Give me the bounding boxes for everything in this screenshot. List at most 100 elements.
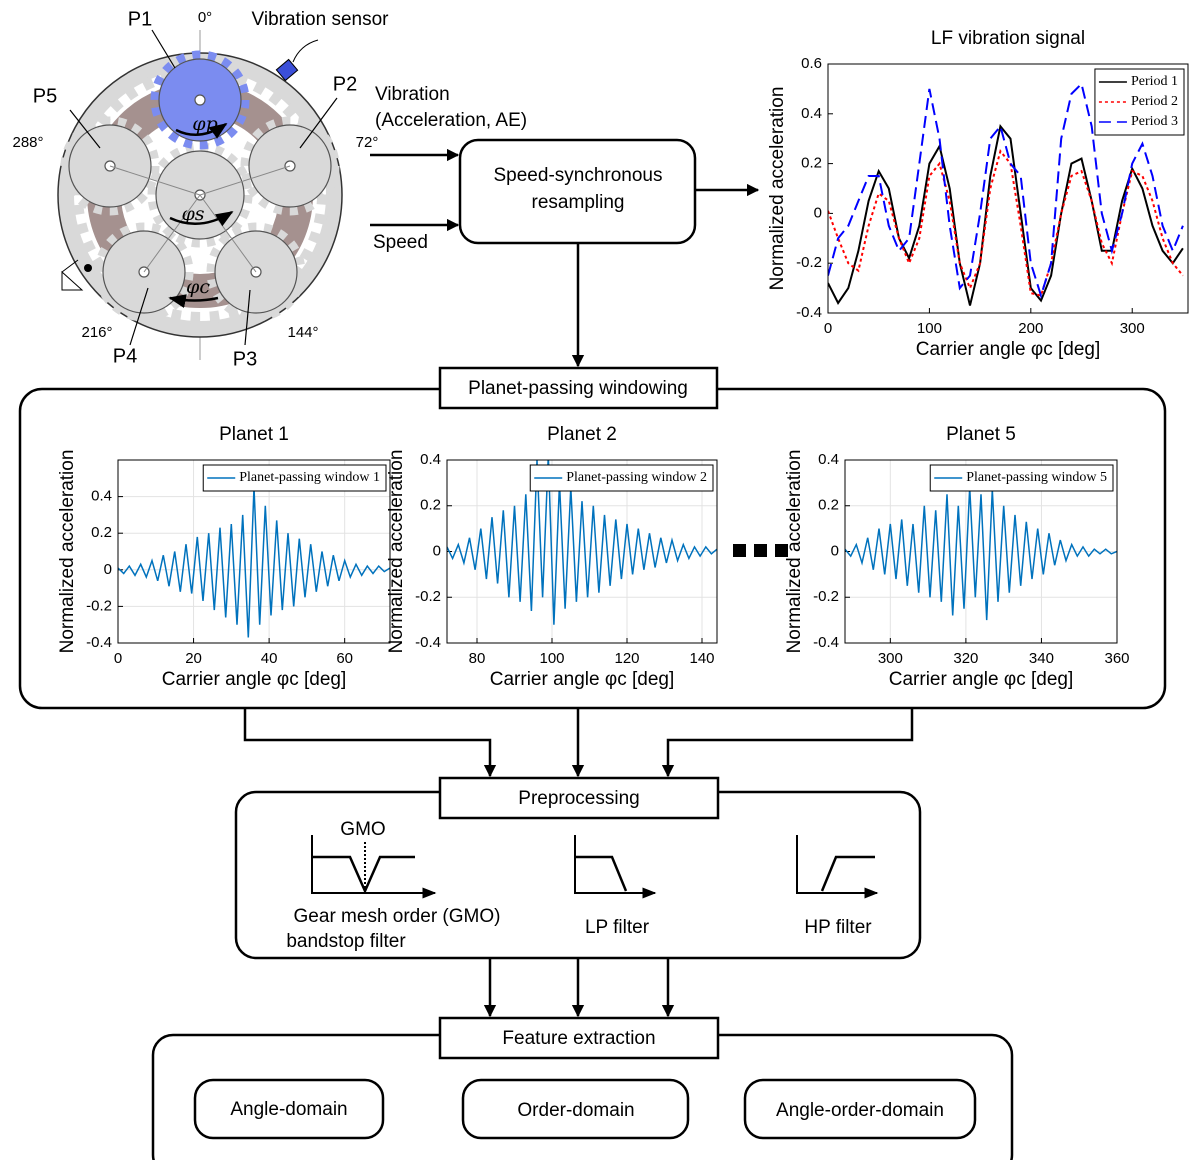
label: P3 [233,348,257,370]
filter-label: Gear mesh order (GMO) [294,906,501,927]
x-axis-title: Carrier angle φc [deg] [490,669,674,690]
data-line [828,149,1184,297]
x-tick-label: 0 [114,650,122,667]
x-tick-label: 20 [185,650,202,667]
y-tick-label: 0 [104,561,112,578]
stage-label-box [438,1016,720,1060]
label: 216° [81,324,112,341]
carrier-arms [109,165,291,273]
label: φc [186,276,210,298]
ground [61,259,84,291]
label: 144° [287,324,318,341]
carrier-arrow [168,294,219,308]
sun-arrow [169,210,234,227]
y-tick-label: 0.4 [91,488,112,505]
label: φs [181,203,204,225]
y-axis-title: Normalized acceleration [57,450,78,654]
chart: -0.4 -0.2 0 0.2 0.4 300 320 340 360 Planet 5 Carri… [784,424,1130,690]
label: 288° [12,134,43,151]
label: φp [192,113,217,135]
filter-label: HP filter [804,917,872,938]
y-tick-label: 0.6 [801,55,822,72]
ellipsis [733,544,788,557]
legend: Period 1 Period 2 Period 3 [1094,68,1185,136]
y-tick-label: 0.2 [91,524,112,541]
y-axis-title: Normalized acceleration [386,450,407,654]
x-tick-label: 80 [469,650,486,667]
feature-box [743,1078,977,1140]
chart: -0.4 -0.2 0 0.2 0.4 80 100 120 140 Planet 2 Carrie… [386,424,718,690]
label: Vibration sensor [252,9,390,30]
x-tick-label: 320 [953,650,978,667]
label: 72° [356,134,379,151]
filter-label: GMO [340,819,385,840]
x-axis-title: Carrier angle φc [deg] [916,339,1100,360]
y-tick-label: 0.2 [801,155,822,172]
data-line [828,124,1184,306]
x-tick-label: 120 [614,650,639,667]
legend-label: Period 3 [1131,114,1178,129]
y-tick-label: -0.4 [813,634,839,651]
gear-diagram: P1 0° Vibration sensor P2 P5 288° 72° 21… [12,8,389,370]
x-tick-label: 360 [1104,650,1129,667]
input-label: (Acceleration, AE) [375,110,527,131]
stage-label: Planet-passing windowing [468,378,688,399]
y-tick-label: -0.4 [86,634,112,651]
x-tick-label: 60 [336,650,353,667]
y-tick-label: 0.2 [420,497,441,514]
chart: -0.4 -0.2 0 0.2 0.4 0.6 0 100 200 300 LF vibration… [767,28,1189,360]
plot-frame [446,459,718,644]
ground-pin [84,264,92,272]
filter-label: bandstop filter [286,931,406,952]
x-tick-label: 100 [917,320,942,337]
sensor [275,58,299,82]
feature-box [193,1078,385,1140]
chart-title: LF vibration signal [931,28,1085,49]
x-tick-label: 100 [539,650,564,667]
y-axis-title: Normalized acceleration [767,87,788,291]
chart: -0.4 -0.2 0 0.2 0.4 0 20 40 60 Planet 1 Carrier an… [57,424,391,690]
label: P5 [33,85,57,107]
legend-label: Period 2 [1131,94,1178,109]
label: 0° [198,9,212,26]
stage-label: Feature extraction [502,1028,655,1049]
chart-title: Planet 1 [219,424,289,445]
y-tick-label: -0.2 [796,254,822,271]
label: P2 [333,73,357,95]
input-label: Vibration [375,84,450,105]
y-tick-label: 0 [433,542,441,559]
legend: Planet-passing window 5 [929,464,1114,492]
legend-label: Planet-passing window 2 [566,470,707,485]
planet-gears [60,50,340,322]
x-tick-label: 140 [689,650,714,667]
process-label: Speed-synchronous [494,165,663,186]
y-tick-label: 0.4 [818,451,839,468]
y-tick-label: 0.4 [801,105,822,122]
feature-label: Order-domain [517,1100,634,1121]
legend-label: Planet-passing window 5 [966,470,1107,485]
legend-box [1094,68,1185,136]
leader-lines [69,29,338,346]
arrow [243,708,497,778]
feature-label: Angle-domain [230,1099,347,1120]
filter-icons [311,835,879,899]
x-tick-label: 0 [824,320,832,337]
y-tick-label: -0.2 [415,588,441,605]
y-tick-label: -0.4 [796,304,822,321]
chart-title: Planet 2 [547,424,617,445]
y-tick-label: -0.2 [86,597,112,614]
x-axis-title: Carrier angle φc [deg] [162,669,346,690]
filter-label: LP filter [585,917,650,938]
legend: Planet-passing window 1 [202,464,387,492]
x-tick-label: 340 [1029,650,1054,667]
label: P1 [128,8,152,30]
legend-label: Planet-passing window 1 [239,470,380,485]
feature-label: Angle-order-domain [776,1100,944,1121]
legend-label: Period 1 [1131,74,1178,89]
input-label: Speed [373,232,428,253]
x-tick-label: 200 [1018,320,1043,337]
legend: Planet-passing window 2 [529,464,714,492]
x-tick-label: 40 [261,650,278,667]
stage-label-box [438,776,720,820]
